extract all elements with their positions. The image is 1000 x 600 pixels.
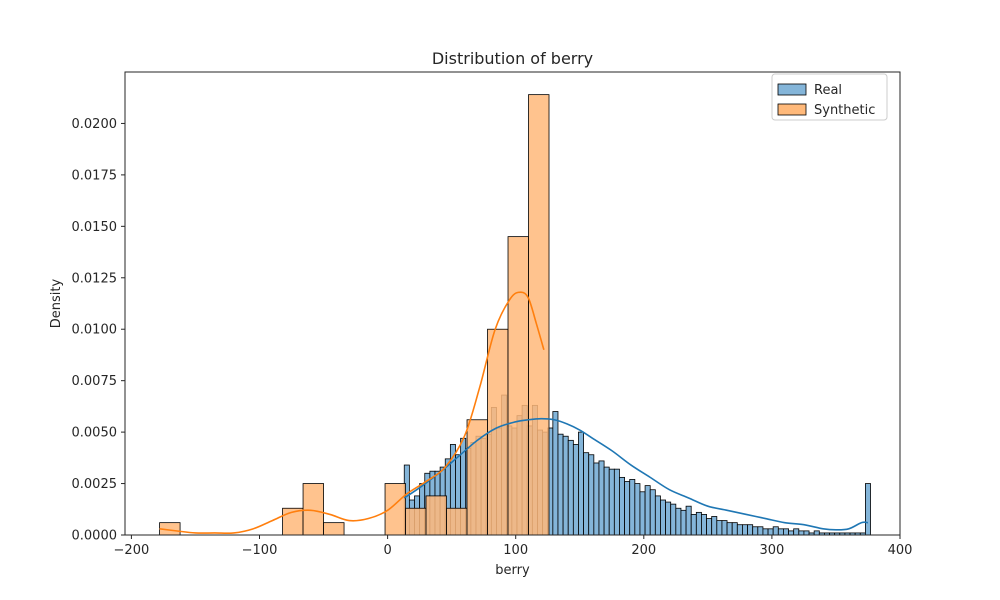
- y-tick-label: 0.0050: [72, 426, 118, 441]
- x-tick-label: 400: [888, 543, 913, 558]
- real-bar: [619, 476, 625, 536]
- chart-title: Distribution of berry: [432, 49, 593, 68]
- real-bar: [634, 483, 641, 536]
- synthetic-bar: [446, 507, 468, 536]
- synthetic-bar: [507, 236, 529, 536]
- y-axis-ticks: 0.0000 0.0025 0.0050 0.0075 0.0100 0.0125 0.01…: [72, 117, 125, 544]
- real-bar: [644, 485, 651, 536]
- real-bar: [598, 460, 605, 536]
- real-bar: [578, 431, 584, 536]
- x-tick-label: −200: [114, 543, 150, 558]
- real-bar: [695, 511, 702, 536]
- synthetic-bar: [425, 495, 447, 536]
- real-bar: [752, 526, 759, 536]
- real-bar: [865, 483, 871, 536]
- real-bar: [742, 524, 748, 536]
- real-bar: [572, 444, 579, 536]
- real-bar: [588, 454, 595, 536]
- real-bar: [629, 479, 636, 536]
- real-bar: [639, 491, 646, 536]
- x-axis-label: berry: [495, 563, 530, 578]
- synthetic-bar: [466, 419, 488, 536]
- y-tick-label: 0.0000: [72, 529, 118, 544]
- real-bar: [701, 514, 707, 536]
- x-tick-label: 300: [759, 543, 784, 558]
- y-tick-label: 0.0075: [72, 374, 118, 389]
- real-bar: [680, 509, 687, 536]
- legend: Real Synthetic: [771, 73, 888, 121]
- real-bar: [747, 524, 754, 536]
- x-tick-label: 200: [631, 543, 656, 558]
- legend-swatch-real: [777, 83, 807, 96]
- real-kde-line: [403, 417, 869, 531]
- real-bar: [711, 516, 718, 536]
- y-tick-label: 0.0100: [72, 323, 118, 338]
- x-tick-label: 100: [503, 543, 528, 558]
- real-bar: [772, 526, 779, 536]
- real-bar: [583, 452, 590, 536]
- x-axis-ticks: −200 −100 0 100 200 300 400: [114, 535, 913, 558]
- synthetic-bar: [323, 522, 345, 536]
- real-bar: [665, 501, 672, 536]
- plot-area-frame: [124, 71, 901, 536]
- real-bar: [562, 435, 569, 536]
- real-bar: [675, 507, 682, 536]
- y-tick-label: 0.0125: [72, 271, 118, 286]
- kde-curves: [159, 291, 869, 535]
- synthetic-kde-line: [159, 291, 545, 535]
- legend-label-synthetic: Synthetic: [814, 103, 875, 118]
- real-bar: [757, 526, 764, 536]
- real-bar: [762, 528, 769, 536]
- real-bar: [726, 522, 733, 536]
- synthetic-bar: [302, 483, 324, 536]
- y-tick-label: 0.0150: [72, 220, 118, 235]
- real-bar: [736, 524, 743, 536]
- real-bar: [593, 462, 600, 536]
- real-bar: [731, 522, 738, 536]
- real-bar: [660, 499, 666, 536]
- real-bar: [654, 495, 661, 536]
- legend-label-real: Real: [814, 83, 842, 98]
- real-bar: [567, 439, 574, 536]
- synthetic-bar: [405, 507, 427, 536]
- y-tick-label: 0.0025: [72, 477, 118, 492]
- y-tick-label: 0.0200: [72, 117, 118, 132]
- real-bar: [783, 528, 789, 536]
- real-bar: [552, 411, 559, 536]
- real-bar: [690, 514, 697, 536]
- real-bar: [685, 505, 692, 536]
- synthetic-bar: [528, 94, 550, 536]
- real-bar: [649, 489, 656, 536]
- real-bar: [603, 466, 610, 536]
- real-bar: [613, 468, 620, 536]
- real-bar: [813, 530, 820, 536]
- legend-swatch-synthetic: [777, 103, 807, 116]
- real-bar: [767, 528, 774, 536]
- y-axis-label: Density: [49, 278, 64, 328]
- real-bar: [777, 528, 784, 536]
- real-bar: [793, 528, 800, 536]
- real-bar: [706, 518, 713, 536]
- real-bar: [608, 468, 615, 536]
- x-tick-label: −100: [242, 543, 278, 558]
- synthetic-bars: [159, 94, 550, 536]
- real-bar: [798, 530, 805, 536]
- real-bar: [716, 520, 723, 536]
- real-bar: [803, 530, 810, 536]
- y-tick-label: 0.0175: [72, 168, 118, 183]
- real-bar: [721, 520, 728, 536]
- real-bar: [670, 503, 677, 536]
- real-bar: [557, 433, 564, 536]
- real-bar: [624, 481, 631, 536]
- real-bar: [788, 530, 795, 536]
- x-tick-label: 0: [383, 543, 391, 558]
